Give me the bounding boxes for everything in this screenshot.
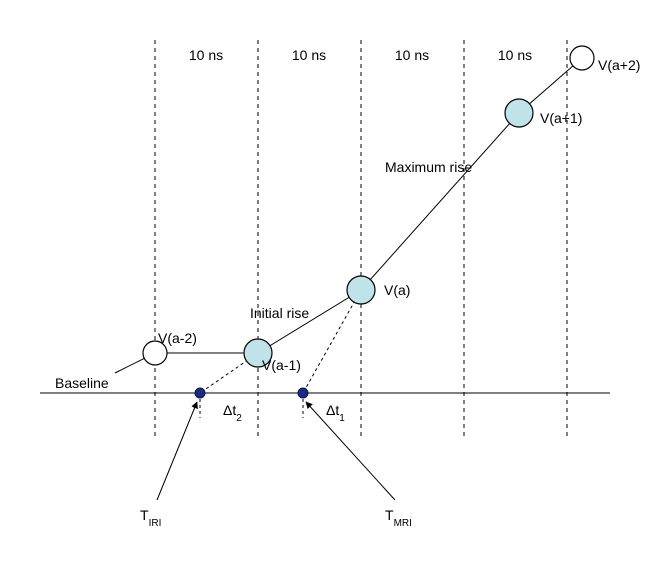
intercept-TIRI	[195, 388, 205, 398]
arrow-label-to_TIRI: TIRI	[140, 507, 161, 529]
sample-label-vam1: V(a-1)	[262, 357, 301, 373]
arrow-label-to_TMRI: TMRI	[385, 507, 412, 529]
extrap-MRI-back	[303, 290, 361, 393]
sample-label-va: V(a)	[384, 282, 410, 298]
baseline-label: Baseline	[55, 375, 109, 391]
interval-label-1: 10 ns	[292, 47, 326, 63]
delta-dt1: Δt1	[326, 402, 345, 424]
delta-dt2: Δt2	[223, 402, 242, 424]
interval-label-2: 10 ns	[395, 47, 429, 63]
vertical-guides	[155, 40, 567, 440]
interval-label-3: 10 ns	[498, 47, 532, 63]
annotation-initial_rise: Initial rise	[250, 305, 309, 321]
sample-va	[347, 276, 375, 304]
arrow-to_TMRI	[306, 402, 395, 500]
sample-vap2	[570, 46, 594, 70]
arrow-to_TIRI	[157, 402, 197, 500]
sample-label-vam2: V(a-2)	[158, 330, 197, 346]
sample-points	[143, 46, 594, 367]
pointer-arrows	[157, 402, 395, 500]
sample-label-vap2: V(a+2)	[598, 57, 640, 73]
intercept-TMRI	[298, 388, 308, 398]
sample-label-vap1: V(a+1)	[540, 110, 582, 126]
interval-label-0: 10 ns	[189, 47, 223, 63]
sample-vap1	[505, 99, 533, 127]
annotation-maximum_rise: Maximum rise	[385, 159, 472, 175]
